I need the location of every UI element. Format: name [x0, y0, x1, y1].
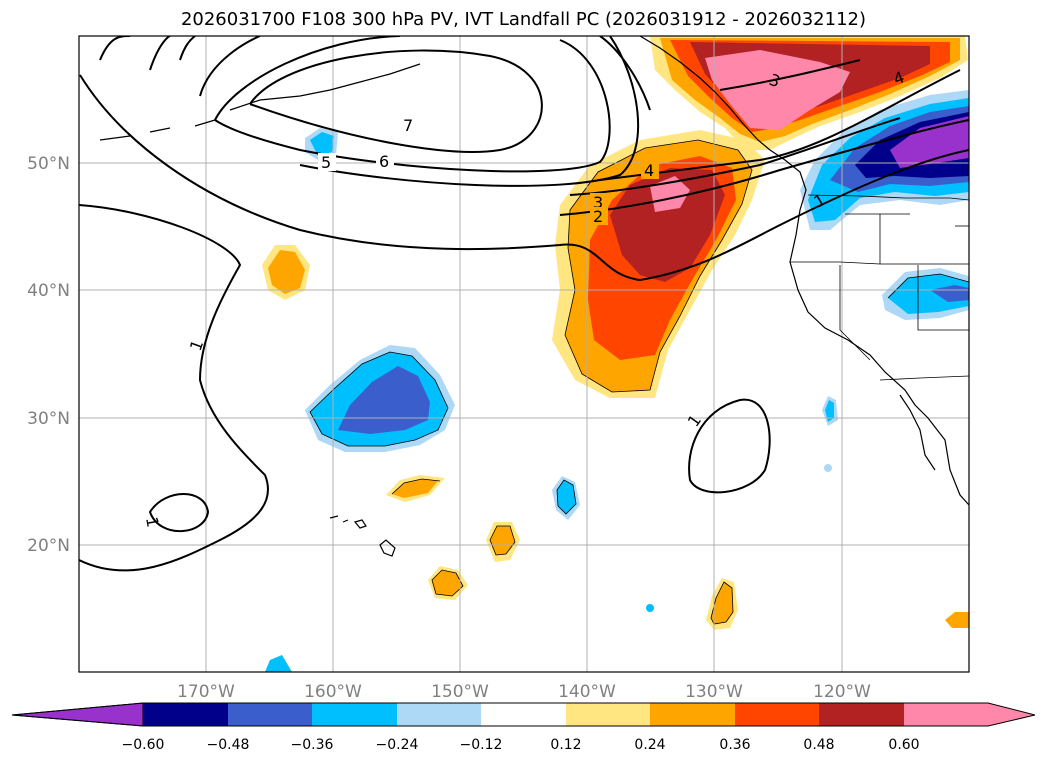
lon-tick-label: 130°W — [685, 682, 743, 702]
colorbar-segment — [481, 703, 566, 726]
colorbar-tick-label: −0.48 — [207, 737, 250, 753]
contour-5 — [199, 36, 640, 187]
lat-tick-label: 40°N — [27, 281, 70, 301]
contour-labels: 7 6 5 4 3 2 1 1 1 1 3 4 — [142, 67, 907, 528]
lat-tick-label: 30°N — [27, 409, 70, 429]
colorbar-extend-low — [11, 702, 144, 727]
lon-tick-label: 160°W — [304, 682, 362, 702]
colorbar-tick-label: 0.24 — [634, 737, 665, 753]
lon-tick-label: 120°W — [813, 682, 871, 702]
colorbar-segment — [735, 703, 819, 726]
lon-tick-label: 150°W — [431, 682, 489, 702]
colorbar-segment — [650, 703, 735, 726]
contour-label: 7 — [403, 116, 413, 135]
map-area: 7 6 5 4 3 2 1 1 1 1 3 4 — [79, 36, 969, 672]
contour-label: 4 — [644, 161, 654, 180]
colorbar-tick-label: −0.12 — [460, 737, 503, 753]
colorbar-segment — [397, 703, 481, 726]
lon-tick-label: 170°W — [177, 682, 235, 702]
lat-tick-labels: 20°N 30°N 40°N 50°N — [27, 154, 70, 556]
contour-7 — [249, 49, 543, 153]
colorbar-segment — [312, 703, 397, 726]
colorbar: −0.60 −0.48 −0.36 −0.24 −0.12 0.12 0.24 … — [11, 702, 1036, 753]
map-title: 2026031700 F108 300 hPa PV, IVT Landfall… — [180, 9, 867, 30]
colorbar-segment — [819, 703, 904, 726]
contour-label: 6 — [379, 152, 389, 171]
colorbar-tick-label: 0.48 — [803, 737, 834, 753]
contour-label: 3 — [593, 193, 603, 212]
contour-6 — [214, 36, 611, 173]
lat-tick-label: 20°N — [27, 536, 70, 556]
shading-outlines — [309, 139, 969, 625]
colorbar-tick-label: −0.24 — [376, 737, 419, 753]
colorbar-tick-label: 0.36 — [719, 737, 750, 753]
colorbar-tick-label: 0.12 — [550, 737, 581, 753]
contour-1-west — [79, 204, 269, 572]
contour-label: 1 — [142, 515, 162, 528]
contour-label: 5 — [321, 153, 331, 172]
lat-tick-label: 50°N — [27, 154, 70, 174]
coastlines — [99, 36, 969, 557]
colorbar-tick-label: −0.36 — [291, 737, 334, 753]
map-frame — [78, 35, 970, 673]
colorbar-tick-label: −0.60 — [122, 737, 165, 753]
north-america-coast — [639, 36, 969, 506]
lon-tick-labels: 170°W 160°W 150°W 140°W 130°W 120°W — [177, 682, 871, 702]
lon-tick-label: 140°W — [558, 682, 616, 702]
contour-1-north — [79, 74, 969, 282]
colorbar-segment — [143, 703, 228, 726]
contour-2-small — [148, 493, 210, 533]
contour-label: 2 — [593, 207, 603, 226]
colorbar-tick-label: 0.60 — [888, 737, 919, 753]
colorbar-extend-high — [904, 703, 1035, 726]
contour-1-east — [688, 398, 771, 494]
colorbar-segment — [228, 703, 312, 726]
colorbar-segment — [566, 703, 650, 726]
